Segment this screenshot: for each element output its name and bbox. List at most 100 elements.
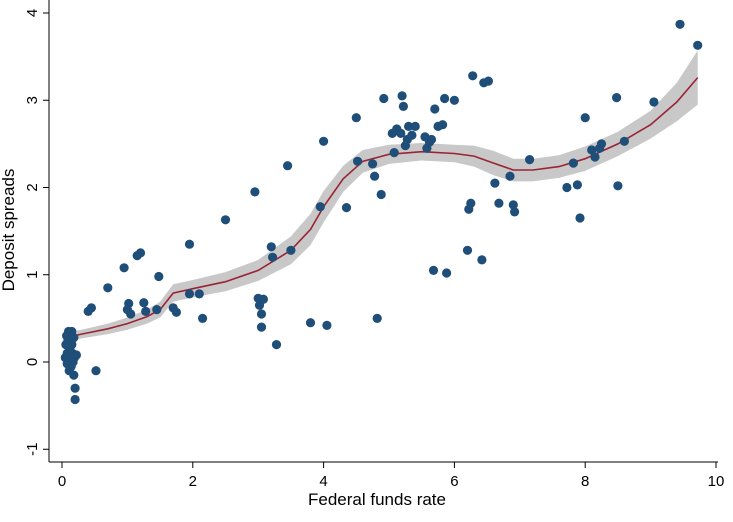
y-tick-group: -1 0 1 2 3 4 <box>24 9 49 456</box>
x-tick-group: 0 2 4 6 8 10 <box>58 462 725 490</box>
data-point <box>466 198 476 208</box>
data-point <box>305 318 316 328</box>
data-point <box>477 255 487 265</box>
data-point <box>613 181 623 191</box>
data-point <box>103 283 113 293</box>
data-point <box>194 289 204 299</box>
data-point <box>508 200 518 210</box>
data-point <box>410 121 420 131</box>
data-point <box>139 298 149 308</box>
data-point <box>505 171 515 181</box>
data-point <box>428 265 439 275</box>
data-point <box>66 338 76 348</box>
data-point <box>69 370 79 380</box>
data-point <box>483 76 493 86</box>
data-point <box>580 113 590 123</box>
data-point <box>376 189 386 200</box>
data-point <box>590 152 600 162</box>
data-point <box>70 383 80 393</box>
data-point <box>509 207 520 217</box>
data-point <box>266 242 276 252</box>
data-point <box>693 40 703 50</box>
data-point <box>65 331 75 341</box>
data-point <box>572 180 583 190</box>
data-point <box>397 91 407 101</box>
data-point <box>220 215 231 225</box>
data-point <box>389 148 399 158</box>
data-point <box>184 239 195 249</box>
y-tick-label: -1 <box>24 443 41 456</box>
data-point <box>154 271 164 282</box>
data-point <box>184 289 195 299</box>
data-point <box>490 178 500 188</box>
data-point <box>468 71 478 81</box>
y-tick-label: 0 <box>24 358 41 366</box>
y-tick-label: 1 <box>24 271 41 279</box>
data-point <box>587 145 597 155</box>
data-point <box>568 158 579 168</box>
data-point <box>271 340 282 350</box>
data-point <box>404 121 414 131</box>
data-point <box>426 134 437 145</box>
data-point <box>286 245 296 255</box>
data-point <box>256 322 267 332</box>
data-point <box>315 202 325 212</box>
data-point <box>649 97 659 107</box>
data-point <box>322 320 332 330</box>
x-tick-label: 6 <box>450 473 458 490</box>
data-point <box>250 187 260 197</box>
data-point <box>135 248 146 258</box>
data-point <box>124 298 134 309</box>
data-point <box>596 139 607 149</box>
data-point <box>152 305 162 315</box>
points-layer <box>60 19 703 405</box>
y-tick-label: 2 <box>24 183 41 191</box>
data-point <box>141 306 151 316</box>
data-point <box>449 95 459 105</box>
data-point <box>198 313 208 323</box>
data-point <box>171 307 181 317</box>
x-tick-label: 10 <box>708 473 725 490</box>
y-axis-title: Deposit spreads <box>0 169 18 292</box>
x-tick-label: 8 <box>581 473 589 490</box>
x-tick-label: 2 <box>189 473 197 490</box>
data-point <box>341 203 352 213</box>
data-point <box>319 136 329 146</box>
data-point <box>368 159 378 169</box>
data-point <box>430 104 440 114</box>
data-point <box>91 366 101 376</box>
data-point <box>283 161 293 171</box>
data-point <box>372 313 382 323</box>
data-point <box>619 136 630 146</box>
data-point <box>62 359 72 369</box>
data-point <box>258 294 268 304</box>
data-point <box>575 213 585 223</box>
data-point <box>398 101 408 111</box>
data-point <box>442 268 452 278</box>
data-point <box>462 245 473 255</box>
data-point <box>70 394 80 405</box>
data-point <box>119 263 129 273</box>
data-point <box>440 93 450 104</box>
axes-layer <box>48 0 718 463</box>
data-point <box>379 93 389 104</box>
data-point <box>71 350 81 360</box>
data-point <box>370 171 380 181</box>
data-point <box>612 93 622 103</box>
data-point <box>562 182 572 193</box>
y-tick-label: 4 <box>24 9 41 17</box>
x-tick-label: 4 <box>319 473 327 490</box>
data-point <box>407 130 417 140</box>
data-point <box>525 155 535 165</box>
data-point <box>351 113 361 123</box>
data-point <box>675 19 685 29</box>
data-point <box>86 303 96 313</box>
data-point <box>494 198 504 208</box>
data-point <box>438 120 448 130</box>
data-point <box>396 128 406 138</box>
y-tick-label: 3 <box>24 96 41 104</box>
data-point <box>353 156 363 166</box>
x-tick-label: 0 <box>58 473 66 490</box>
data-point <box>268 252 278 262</box>
